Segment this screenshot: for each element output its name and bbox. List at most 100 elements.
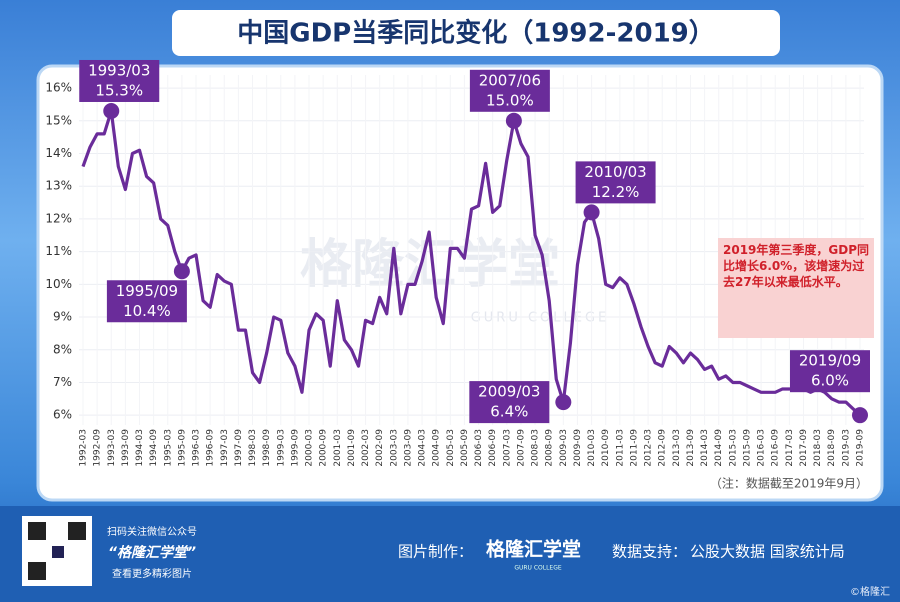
point-marker (173, 263, 190, 280)
x-tick-label: 1993-03 (107, 429, 117, 467)
point-marker (505, 112, 522, 129)
label-date: 2009/03 (478, 383, 540, 401)
x-tick-label: 1995-03 (163, 429, 173, 467)
point-marker (852, 407, 868, 424)
label-date: 1993/03 (88, 61, 150, 79)
note: （注：数据截至2019年9月） (710, 476, 868, 491)
label-box (469, 69, 550, 112)
source-label: 数据支持： (612, 543, 687, 561)
point-marker (103, 102, 120, 119)
x-tick-label: 1997-03 (220, 429, 230, 467)
x-tick-label: 2004-09 (432, 429, 442, 467)
x-tick-label: 1998-03 (248, 429, 258, 467)
x-tick-label: 1996-09 (206, 429, 216, 467)
watermark: GURU COLLEGE (471, 311, 610, 326)
x-tick-label: 2007-09 (516, 429, 526, 467)
x-tick-label: 2012-09 (658, 429, 668, 467)
label-box (790, 350, 870, 393)
y-tick-label: 13% (45, 179, 72, 193)
x-tick-label: 2011-09 (629, 429, 639, 467)
qr-caption: 查看更多精彩图片 (112, 567, 192, 580)
label-box (106, 280, 187, 323)
x-tick-label: 2011-03 (615, 429, 625, 467)
x-tick-label: 2010-03 (587, 429, 597, 467)
x-tick-label: 2006-03 (474, 429, 484, 467)
point-marker (583, 204, 600, 221)
x-tick-label: 2019-09 (856, 429, 866, 467)
x-tick-label: 2009-03 (559, 429, 569, 467)
qr-code (28, 562, 46, 580)
x-tick-label: 2016-09 (771, 429, 781, 467)
y-tick-label: 16% (45, 81, 72, 95)
y-tick-label: 11% (45, 244, 72, 258)
x-tick-label: 1999-09 (290, 429, 300, 467)
x-tick-label: 1994-03 (135, 429, 145, 467)
label-box (575, 161, 656, 204)
made-by-label: 图片制作： (398, 543, 473, 561)
label-date: 1995/09 (116, 282, 178, 300)
made-by-sub: GURU COLLEGE (514, 565, 562, 572)
label-date: 2010/03 (584, 163, 646, 181)
x-tick-label: 2017-09 (799, 429, 809, 467)
x-tick-label: 1993-09 (121, 429, 131, 467)
x-tick-label: 2010-09 (601, 429, 611, 467)
label-box (79, 59, 160, 102)
line (81, 109, 862, 417)
x-tick-label: 2008-09 (545, 429, 555, 467)
panel (36, 64, 884, 502)
footer-bg (0, 506, 900, 602)
copyright: ©格隆汇 (850, 585, 890, 598)
x-tick-label: 2015-03 (728, 429, 738, 467)
qr-code (52, 546, 64, 558)
value-label: 12.2% (592, 183, 640, 201)
x-tick-label: 2005-03 (446, 429, 456, 467)
x-tick-label: 1992-03 (79, 429, 89, 467)
x-tick-label: 2001-09 (347, 429, 357, 467)
x-tick-label: 1999-03 (276, 429, 286, 467)
chart-title: 中国GDP当季同比变化（1992-2019） (237, 18, 715, 49)
y-tick-label: 7% (53, 375, 72, 389)
x-tick-label: 2003-03 (389, 429, 399, 467)
callout: 2019年第三季度，GDP同比增长6.0%，该增速为过去27年以来最低水平。 (718, 238, 874, 338)
label-date: 2019/09 (799, 352, 861, 370)
x-tick-label: 1995-09 (177, 429, 187, 467)
qr-caption: “格隆汇学堂” (108, 544, 196, 561)
y-tick-label: 9% (53, 310, 72, 324)
x-tick-label: 2018-09 (827, 429, 837, 467)
x-tick-label: 2013-09 (686, 429, 696, 467)
x-tick-label: 2018-03 (813, 429, 823, 467)
x-tick-label: 2000-03 (305, 429, 315, 467)
x-tick-label: 2014-09 (714, 429, 724, 467)
label-date: 2007/06 (479, 71, 541, 89)
value-label: 6.0% (811, 372, 849, 390)
title-box (172, 10, 780, 56)
x-tick-label: 1994-09 (149, 429, 159, 467)
x-tick-label: 2006-09 (488, 429, 498, 467)
y-tick-label: 6% (53, 408, 72, 422)
x-tick-label: 2017-03 (785, 429, 795, 467)
x-tick-label: 2004-03 (418, 429, 428, 467)
x-tick-label: 2019-03 (841, 429, 851, 467)
x-tick-label: 2015-09 (742, 429, 752, 467)
x-tick-label: 2000-09 (319, 429, 329, 467)
x-tick-label: 2007-03 (502, 429, 512, 467)
value-label: 10.4% (123, 302, 171, 320)
qr-code (28, 522, 46, 540)
x-tick-label: 2014-03 (700, 429, 710, 467)
made-by: 格隆汇学堂 (486, 538, 581, 561)
x-tick-label: 2002-03 (361, 429, 371, 467)
label-box (469, 381, 550, 424)
y-tick-label: 12% (45, 211, 72, 225)
y-tick-label: 10% (45, 277, 72, 291)
x-tick-label: 2009-09 (573, 429, 583, 467)
qr-code (68, 522, 86, 540)
x-tick-label: 1996-03 (192, 429, 202, 467)
x-tick-label: 2005-09 (460, 429, 470, 467)
x-tick-label: 2013-03 (672, 429, 682, 467)
value-label: 15.3% (95, 81, 143, 99)
x-tick-label: 1992-09 (93, 429, 103, 467)
value-label: 15.0% (486, 91, 534, 109)
source: 公股大数据 国家统计局 (690, 543, 845, 561)
x-tick-label: 2002-09 (375, 429, 385, 467)
